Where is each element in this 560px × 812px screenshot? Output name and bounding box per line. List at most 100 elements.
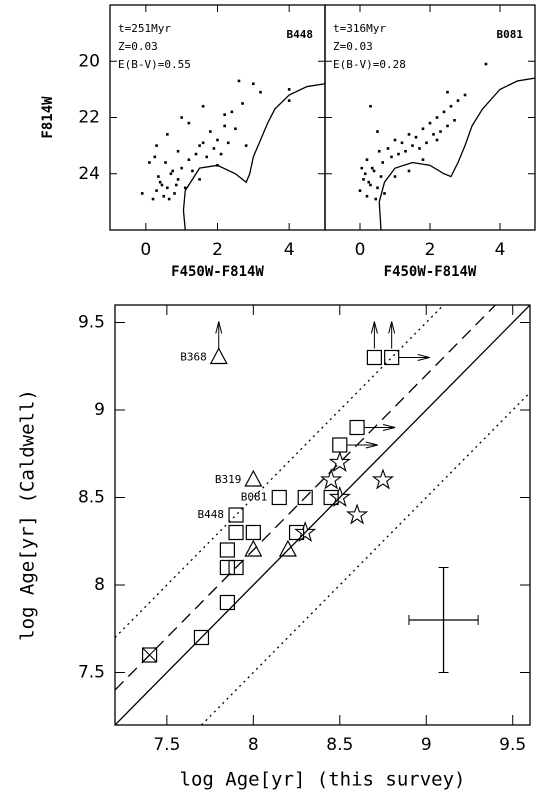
limit-arrow-head (215, 321, 223, 334)
y-tick-label: 9.5 (78, 313, 105, 333)
point (386, 147, 390, 150)
limit-arrow-head (417, 354, 430, 361)
point (393, 175, 397, 178)
point (160, 183, 164, 187)
point (288, 524, 305, 541)
point (245, 524, 261, 541)
point (166, 133, 169, 136)
y-tick-label: 7.5 (78, 663, 105, 683)
panel-label: B448 (287, 28, 314, 41)
point (176, 178, 180, 181)
point (379, 175, 383, 178)
point (162, 194, 166, 198)
x-tick-label: 0 (140, 240, 151, 260)
point (439, 130, 442, 133)
x-tick-label: 0 (355, 240, 366, 260)
point (425, 141, 428, 145)
x-axis-label: F450W-F814W (384, 264, 477, 280)
annotation: E(B-V)=0.28 (333, 58, 406, 71)
point (201, 104, 205, 108)
point (158, 180, 162, 184)
point (228, 507, 244, 523)
point (328, 450, 351, 472)
point (241, 102, 244, 105)
point (169, 172, 173, 176)
point (237, 79, 241, 83)
point (219, 542, 235, 558)
point (345, 503, 369, 525)
point (449, 104, 453, 108)
point (365, 158, 369, 161)
point (370, 166, 374, 170)
point (442, 110, 446, 114)
point (191, 169, 194, 173)
point (376, 186, 379, 190)
line (378, 77, 535, 230)
y-tick-label: 8 (94, 575, 105, 595)
point (418, 147, 421, 150)
point (372, 169, 376, 173)
x-tick-label: 4 (284, 240, 295, 260)
point (484, 62, 488, 66)
point (164, 161, 167, 164)
x-tick-label: 9.5 (499, 735, 526, 755)
line (115, 305, 496, 691)
point (414, 135, 418, 139)
plot-area (358, 62, 535, 230)
x-tick-label: 7.5 (153, 735, 180, 755)
point (432, 133, 435, 136)
point (219, 594, 235, 611)
point (407, 133, 411, 136)
point (174, 183, 178, 187)
point (393, 138, 397, 142)
point (155, 189, 158, 192)
point (205, 155, 209, 159)
point (363, 172, 367, 176)
limit-arrow-head (365, 441, 378, 449)
point (219, 559, 235, 576)
point (278, 539, 297, 557)
point (153, 155, 157, 159)
point (209, 347, 228, 365)
point (166, 186, 169, 190)
point (297, 489, 313, 506)
annotation: t=251Myr (118, 22, 171, 35)
point (428, 121, 432, 125)
point-label: B081 (241, 491, 268, 504)
cross (142, 647, 157, 663)
point (381, 161, 385, 164)
point (252, 82, 255, 86)
point (171, 169, 175, 173)
point (180, 116, 183, 119)
point (198, 178, 201, 181)
point (216, 138, 219, 142)
point (226, 141, 230, 145)
point-label: B368 (180, 351, 207, 364)
point (201, 141, 205, 145)
point (349, 419, 365, 436)
point (360, 166, 364, 170)
plot-area (140, 79, 325, 230)
point (173, 192, 176, 195)
line (115, 305, 530, 725)
point (446, 90, 449, 94)
annotation: Z=0.03 (118, 40, 158, 53)
point (167, 197, 171, 201)
point (140, 192, 144, 195)
limit-arrow-head (370, 321, 378, 334)
point (141, 647, 158, 663)
point (421, 158, 425, 161)
point (198, 144, 201, 147)
y-tick-label: 22 (78, 108, 100, 128)
point (365, 194, 369, 198)
point-label: B319 (215, 473, 242, 486)
y-tick-label: 8.5 (78, 488, 105, 508)
point (259, 90, 262, 94)
point (446, 124, 449, 128)
x-tick-label: 2 (212, 240, 223, 260)
point (234, 127, 237, 131)
point (176, 149, 180, 153)
point (332, 437, 348, 453)
point (435, 138, 439, 142)
